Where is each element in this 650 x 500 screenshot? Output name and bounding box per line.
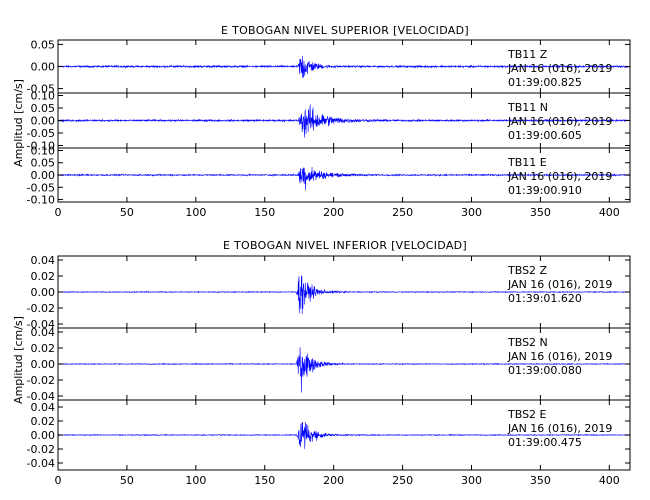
waveform-trace [57, 55, 631, 79]
y-tick-label: -0.02 [27, 302, 55, 315]
x-tick-label: 300 [461, 474, 482, 487]
station-info-line: JAN 16 (016), 2019 [507, 350, 612, 363]
station-info-line: 01:39:00.605 [508, 129, 582, 142]
waveform-trace [57, 104, 631, 138]
y-tick-label: 0.00 [31, 169, 56, 182]
station-info-line: TBS2 N [507, 336, 548, 349]
station-info-line: JAN 16 (016), 2019 [507, 278, 612, 291]
x-tick-label: 100 [185, 474, 206, 487]
y-tick-label: -0.02 [27, 374, 55, 387]
y-tick-label: 0.02 [31, 342, 56, 355]
y-axis-label-top: Amplitud [cm/s] [12, 79, 25, 167]
x-tick-label: 350 [530, 206, 551, 219]
y-tick-label: -0.05 [27, 181, 55, 194]
x-tick-label: 400 [599, 206, 620, 219]
x-tick-label: 0 [55, 474, 62, 487]
y-tick-label: 0.10 [31, 144, 56, 157]
waveform-trace [57, 167, 631, 191]
station-info-line: 01:39:00.910 [508, 184, 582, 197]
station-info-line: TBS2 E [507, 408, 547, 421]
station-info-line: TB11 N [507, 101, 548, 114]
station-info-line: JAN 16 (016), 2019 [507, 115, 612, 128]
x-tick-label: 50 [120, 474, 134, 487]
x-tick-label: 300 [461, 206, 482, 219]
waveform-trace [57, 347, 631, 393]
chart-title-top: E TOBOGAN NIVEL SUPERIOR [VELOCIDAD] [221, 24, 469, 37]
station-info-line: 01:39:01.620 [508, 292, 582, 305]
y-tick-label: -0.04 [27, 318, 55, 331]
x-tick-label: 200 [323, 474, 344, 487]
x-tick-label: 400 [599, 474, 620, 487]
y-tick-label: 0.04 [31, 326, 56, 339]
x-tick-label: 150 [254, 474, 275, 487]
y-tick-label: 0.00 [31, 286, 56, 299]
y-tick-label: 0.02 [31, 415, 56, 428]
x-tick-label: 250 [392, 474, 413, 487]
chart-title-bottom: E TOBOGAN NIVEL INFERIOR [VELOCIDAD] [223, 239, 467, 252]
y-tick-label: 0.10 [31, 90, 56, 103]
x-tick-label: 0 [55, 206, 62, 219]
y-tick-label: -0.05 [27, 127, 55, 140]
x-tick-label: 200 [323, 206, 344, 219]
waveform-trace [57, 421, 631, 449]
y-tick-label: 0.00 [31, 358, 56, 371]
y-tick-label: 0.02 [31, 270, 56, 283]
y-tick-label: 0.04 [31, 401, 56, 414]
y-tick-label: -0.10 [27, 194, 55, 207]
y-tick-label: 0.00 [31, 61, 56, 74]
station-info-line: 01:39:00.475 [508, 436, 582, 449]
x-tick-label: 100 [185, 206, 206, 219]
y-tick-label: -0.02 [27, 443, 55, 456]
y-tick-label: 0.05 [31, 38, 56, 51]
y-tick-label: -0.10 [27, 140, 55, 153]
station-info-line: 01:39:00.080 [508, 364, 582, 377]
x-tick-label: 350 [530, 474, 551, 487]
station-info-line: TBS2 Z [507, 264, 548, 277]
y-tick-label: -0.04 [27, 457, 55, 470]
station-info-line: 01:39:00.825 [508, 76, 582, 89]
y-tick-label: -0.05 [27, 83, 55, 96]
y-axis-label-bottom: Amplitud [cm/s] [12, 316, 25, 404]
x-tick-label: 50 [120, 206, 134, 219]
station-info-line: TB11 Z [507, 48, 548, 61]
y-tick-label: 0.00 [31, 429, 56, 442]
waveform-trace [57, 275, 631, 315]
station-info-line: JAN 16 (016), 2019 [507, 170, 612, 183]
station-info-line: TB11 E [507, 156, 547, 169]
y-tick-label: 0.05 [31, 157, 56, 170]
x-tick-label: 250 [392, 206, 413, 219]
y-tick-label: 0.04 [31, 254, 56, 267]
y-tick-label: 0.00 [31, 115, 56, 128]
station-info-line: JAN 16 (016), 2019 [507, 422, 612, 435]
station-info-line: JAN 16 (016), 2019 [507, 62, 612, 75]
y-tick-label: -0.04 [27, 390, 55, 403]
y-tick-label: 0.05 [31, 102, 56, 115]
x-tick-label: 150 [254, 206, 275, 219]
